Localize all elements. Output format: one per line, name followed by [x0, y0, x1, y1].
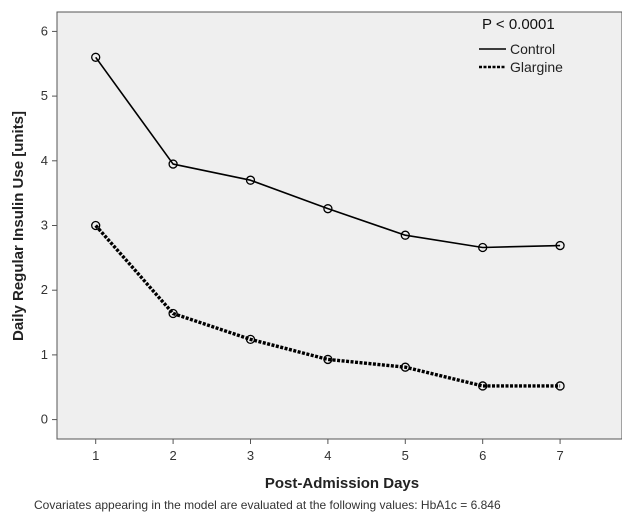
legend-label-control: Control [510, 41, 555, 57]
x-tick-label: 5 [402, 448, 409, 463]
data-point-glargine [245, 334, 256, 345]
legend-label-glargine: Glargine [510, 59, 563, 75]
series-layer [91, 52, 565, 391]
y-tick-label: 4 [41, 153, 48, 168]
data-point-control [323, 204, 333, 214]
data-point-glargine [478, 381, 488, 391]
data-point-glargine [168, 308, 178, 319]
data-point-glargine [555, 381, 565, 391]
y-tick-label: 6 [41, 23, 48, 38]
y-tick-label: 0 [41, 412, 48, 427]
series-line-glargine [94, 224, 561, 388]
data-point-control [168, 159, 178, 169]
plot-area [56, 11, 622, 440]
data-point-glargine [400, 362, 410, 372]
legend: Control Glargine [479, 41, 563, 75]
data-point-glargine [91, 220, 101, 231]
x-tick-label: 3 [247, 448, 254, 463]
x-axis: 1 2 3 4 5 6 7 [92, 439, 564, 463]
series-line-control [95, 56, 561, 249]
footnote: Covariates appearing in the model are ev… [34, 498, 501, 512]
x-tick-label: 7 [556, 448, 563, 463]
x-tick-label: 2 [169, 448, 176, 463]
y-axis-title: Daily Regular Insulin Use [units] [10, 111, 27, 341]
x-tick-label: 4 [324, 448, 331, 463]
y-tick-label: 2 [41, 282, 48, 297]
p-value-annotation: P < 0.0001 [482, 16, 555, 33]
y-tick-label: 1 [41, 347, 48, 362]
data-point-control [245, 175, 256, 185]
x-tick-label: 1 [92, 448, 99, 463]
y-tick-label: 3 [41, 218, 48, 233]
x-axis-title: Post-Admission Days [265, 475, 419, 492]
data-point-control [555, 240, 565, 251]
data-point-control [400, 230, 410, 240]
y-axis: 0 1 2 3 4 5 6 [41, 23, 57, 427]
data-point-control [91, 52, 101, 62]
x-tick-label: 6 [479, 448, 486, 463]
y-tick-label: 5 [41, 88, 48, 103]
data-point-glargine [323, 354, 333, 365]
data-point-control [478, 242, 488, 253]
